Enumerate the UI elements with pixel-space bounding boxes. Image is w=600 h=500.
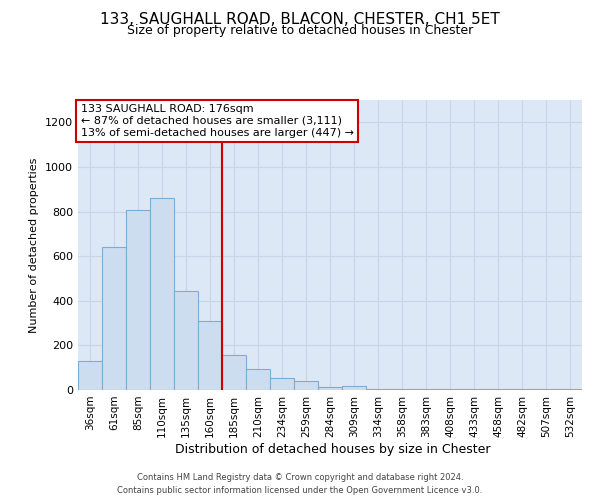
- Text: Distribution of detached houses by size in Chester: Distribution of detached houses by size …: [175, 442, 491, 456]
- Bar: [366, 389, 390, 390]
- Bar: [102, 247, 126, 390]
- Y-axis label: Number of detached properties: Number of detached properties: [29, 158, 40, 332]
- Bar: [294, 381, 318, 390]
- Bar: [342, 386, 366, 390]
- Bar: [510, 389, 534, 390]
- Text: 133 SAUGHALL ROAD: 176sqm
← 87% of detached houses are smaller (3,111)
13% of se: 133 SAUGHALL ROAD: 176sqm ← 87% of detac…: [80, 104, 353, 138]
- Bar: [534, 389, 558, 390]
- Bar: [126, 210, 150, 390]
- Bar: [246, 369, 270, 390]
- Bar: [390, 389, 414, 390]
- Bar: [318, 386, 342, 390]
- Text: Contains HM Land Registry data © Crown copyright and database right 2024.
Contai: Contains HM Land Registry data © Crown c…: [118, 474, 482, 495]
- Bar: [174, 290, 198, 390]
- Bar: [150, 198, 174, 390]
- Text: Size of property relative to detached houses in Chester: Size of property relative to detached ho…: [127, 24, 473, 37]
- Bar: [438, 389, 462, 390]
- Bar: [414, 389, 438, 390]
- Bar: [558, 389, 582, 390]
- Bar: [222, 356, 246, 390]
- Bar: [270, 378, 294, 390]
- Bar: [198, 322, 222, 390]
- Bar: [462, 389, 486, 390]
- Bar: [486, 389, 510, 390]
- Text: 133, SAUGHALL ROAD, BLACON, CHESTER, CH1 5ET: 133, SAUGHALL ROAD, BLACON, CHESTER, CH1…: [100, 12, 500, 28]
- Bar: [78, 361, 102, 390]
